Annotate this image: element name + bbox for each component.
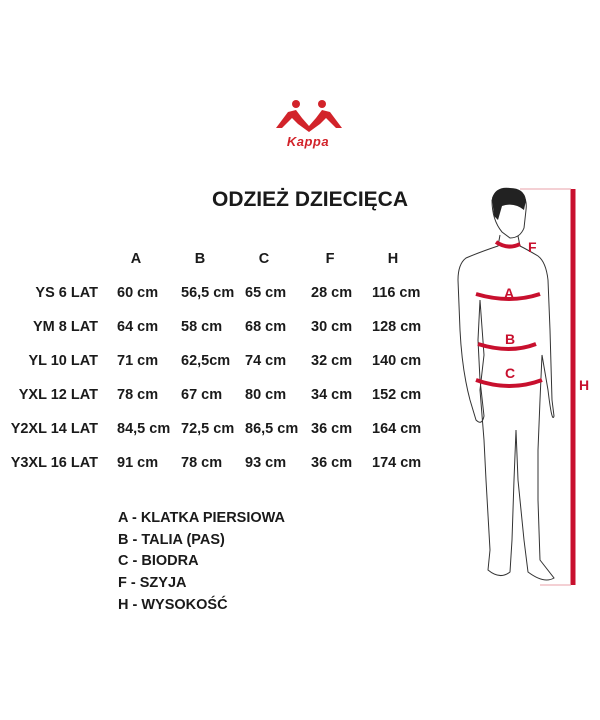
neck-band-f (494, 240, 521, 249)
size-label: YS 6 LAT (35, 285, 98, 301)
table-cell: 78 cm (117, 387, 159, 403)
hair (492, 187, 526, 220)
table-cell: 86,5 cm (245, 421, 299, 437)
table-cell: 56,5 cm (181, 285, 235, 301)
size-label: Y2XL 14 LAT (10, 421, 98, 437)
size-label: YL 10 LAT (28, 353, 98, 369)
waist-band-b (477, 342, 537, 351)
column-header-h: H (387, 251, 399, 267)
table-cell: 140 cm (372, 353, 422, 369)
table-cell: 116 cm (372, 285, 421, 301)
table-cell: 74 cm (245, 353, 287, 369)
table-cell: 174 cm (372, 455, 422, 471)
column-header-f: F (325, 251, 335, 267)
table-cell: 68 cm (245, 319, 287, 335)
table-cell: 32 cm (311, 353, 353, 369)
table-cell: 164 cm (372, 421, 422, 437)
table-cell: 30 cm (311, 319, 353, 335)
label-h: H (579, 377, 589, 393)
table-cell: 91 cm (117, 455, 159, 471)
legend-item-h: H - WYSOKOŚĆ (118, 597, 228, 613)
table-cell: 67 cm (181, 387, 223, 403)
legend-item-a: A - KLATKA PIERSIOWA (118, 510, 286, 526)
brand-logo-text: Kappa (286, 134, 330, 149)
table-cell: 28 cm (311, 285, 353, 301)
table-cell: 152 cm (372, 387, 422, 403)
legend-item-b: B - TALIA (PAS) (118, 532, 225, 548)
table-cell: 71 cm (117, 353, 159, 369)
label-b: B (505, 331, 515, 347)
table-cell: 62,5cm (181, 353, 231, 369)
table-cell: 58 cm (181, 319, 223, 335)
table-cell: 80 cm (245, 387, 287, 403)
label-a: A (504, 285, 514, 301)
table-cell: 36 cm (311, 455, 353, 471)
page-title: ODZIEŻ DZIECIĘCA (211, 188, 408, 211)
table-cell: 34 cm (311, 387, 353, 403)
table-cell: 128 cm (372, 319, 422, 335)
table-cell: 78 cm (181, 455, 223, 471)
legend-item-f: F - SZYJA (118, 575, 187, 591)
label-c: C (505, 365, 515, 381)
size-label: YM 8 LAT (33, 319, 98, 335)
table-cell: 65 cm (245, 285, 287, 301)
table-cell: 72,5 cm (181, 421, 235, 437)
size-label: YXL 12 LAT (18, 387, 98, 403)
body-measurement-figure: F A B C H (457, 187, 589, 586)
chest-band-a (475, 292, 541, 301)
column-header-a: A (130, 251, 142, 267)
column-header-b: B (194, 251, 206, 267)
column-header-c: C (258, 251, 270, 267)
hip-band-c (475, 378, 543, 388)
table-cell: 36 cm (311, 421, 353, 437)
size-label: Y3XL 16 LAT (10, 455, 98, 471)
label-f: F (528, 239, 537, 255)
table-cell: 64 cm (117, 319, 159, 335)
table-cell: 60 cm (117, 285, 159, 301)
legend-item-c: C - BIODRA (118, 553, 199, 569)
kappa-logo-icon (276, 100, 342, 132)
table-cell: 84,5 cm (117, 421, 171, 437)
table-cell: 93 cm (245, 455, 287, 471)
